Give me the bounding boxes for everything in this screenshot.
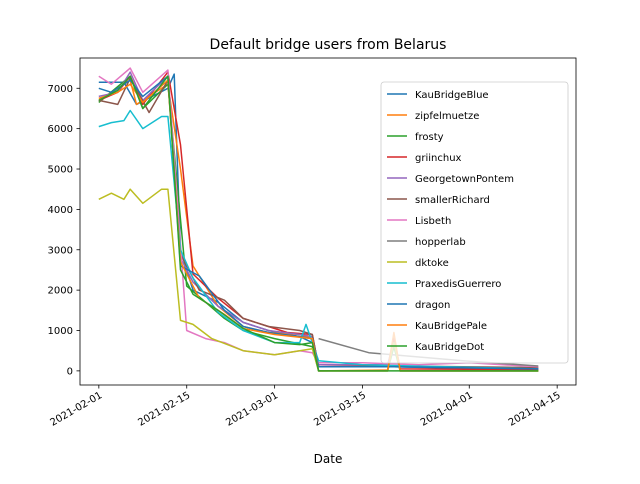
legend-label: GeorgetownPontem — [415, 174, 514, 185]
chart-title: Default bridge users from Belarus — [210, 37, 447, 53]
legend-label: PraxedisGuerrero — [415, 279, 501, 290]
series-line-praxedisguerrero — [98, 109, 539, 370]
legend: KauBridgeBlue zipfelmuetze frosty griinchux… — [380, 81, 569, 364]
y-axis: 0 1000 2000 3000 4000 5000 6000 7000 — [48, 84, 80, 377]
y-tick-label: 3000 — [48, 245, 73, 256]
legend-label: KauBridgeDot — [415, 342, 484, 353]
legend-label: frosty — [415, 132, 444, 143]
y-tick-label: 1000 — [48, 326, 73, 337]
series-layer — [98, 67, 539, 372]
legend-label: KauBridgePale — [415, 321, 487, 332]
series-line-kaubridgedot — [98, 75, 539, 372]
legend-label: Lisbeth — [415, 216, 451, 227]
y-tick-label: 4000 — [48, 205, 73, 216]
legend-label: dragon — [415, 300, 450, 311]
plot-frame — [79, 57, 577, 386]
legend-label: griinchux — [415, 153, 462, 164]
y-tick-label: 5000 — [48, 165, 73, 176]
y-tick-label: 6000 — [48, 124, 73, 135]
legend-label: KauBridgeBlue — [415, 90, 489, 101]
x-axis-label: Date — [314, 452, 343, 466]
y-tick-label: 2000 — [48, 286, 73, 297]
legend-label: zipfelmuetze — [415, 111, 479, 122]
y-tick-label: 0 — [67, 366, 73, 377]
legend-label: smallerRichard — [415, 195, 490, 206]
legend-label: hopperlab — [415, 237, 466, 248]
legend-label: dktoke — [415, 258, 449, 269]
y-tick-label: 7000 — [48, 84, 73, 95]
legend-box — [380, 81, 569, 364]
